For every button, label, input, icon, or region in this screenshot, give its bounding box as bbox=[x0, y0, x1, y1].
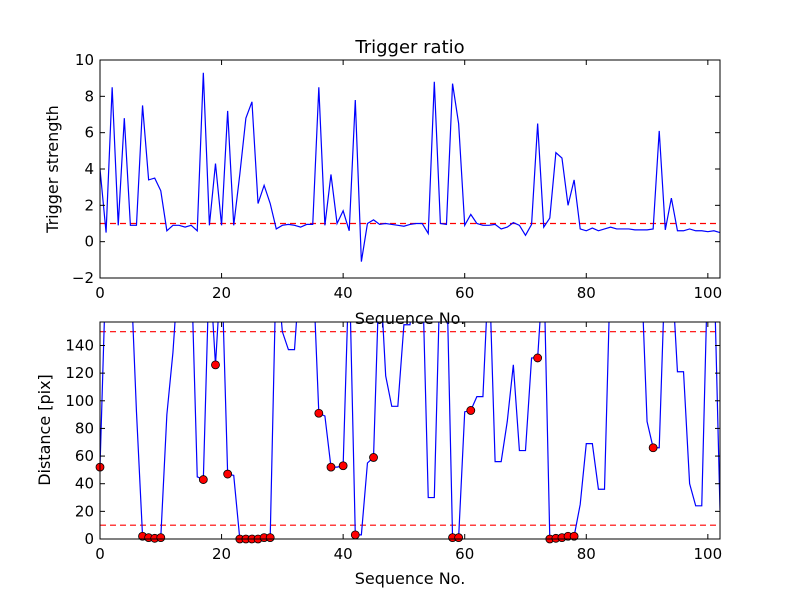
x-tick-label: 80 bbox=[577, 284, 596, 302]
marker-point bbox=[569, 531, 579, 541]
marker-point bbox=[265, 533, 275, 543]
x-tick-label: 40 bbox=[334, 545, 353, 563]
x-tick-label: 40 bbox=[334, 284, 353, 302]
y-tick-label: 0 bbox=[84, 530, 94, 548]
x-tick-label: 100 bbox=[694, 545, 723, 563]
y-tick-label: 100 bbox=[65, 392, 94, 410]
marker-point bbox=[466, 406, 476, 415]
series-line-bottom bbox=[100, 322, 720, 539]
chart-title: Trigger ratio bbox=[354, 37, 464, 58]
marker-point bbox=[533, 353, 543, 363]
x-tick-label: 60 bbox=[455, 284, 474, 302]
y-tick-label: 20 bbox=[75, 502, 94, 520]
y-tick-label: 2 bbox=[84, 196, 94, 214]
y-tick-label: 80 bbox=[75, 419, 94, 437]
y-tick-label: 140 bbox=[65, 336, 94, 354]
marker-point bbox=[326, 462, 336, 472]
marker-point bbox=[338, 461, 348, 471]
marker-point bbox=[648, 443, 658, 453]
x-tick-label: 0 bbox=[95, 545, 105, 563]
x-tick-label: 80 bbox=[577, 545, 596, 563]
y-tick-label: 10 bbox=[75, 51, 94, 69]
distance-chart: 0 20 40 60 80 100 0 20 40 60 80 100 120 140 Sequence … bbox=[35, 321, 723, 588]
marker-point bbox=[223, 469, 233, 479]
x-tick-label: 0 bbox=[95, 284, 105, 302]
y-axis-label-bottom: Distance [pix] bbox=[35, 374, 54, 486]
marker-point bbox=[454, 533, 464, 543]
marker-point bbox=[314, 408, 324, 418]
y-tick-label: 0 bbox=[84, 233, 94, 251]
y-tick-label: 40 bbox=[75, 475, 94, 493]
y-tick-label: 120 bbox=[65, 364, 94, 382]
x-tick-label: 20 bbox=[212, 545, 231, 563]
marker-point bbox=[211, 360, 220, 370]
marker-point bbox=[350, 530, 360, 540]
x-axis-label-bottom: Sequence No. bbox=[355, 569, 466, 588]
marker-point bbox=[156, 533, 166, 543]
plot-frame-bottom bbox=[99, 321, 721, 540]
y-tick-label: −2 bbox=[72, 269, 94, 287]
series-line-top bbox=[100, 72, 720, 262]
y-axis-label-top: Trigger strength bbox=[43, 105, 62, 234]
marker-point bbox=[369, 453, 378, 462]
x-tick-label: 100 bbox=[694, 284, 723, 302]
y-tick-label: 8 bbox=[84, 87, 94, 105]
x-tick-label: 20 bbox=[212, 284, 231, 302]
x-tick-label: 60 bbox=[455, 545, 474, 563]
y-tick-label: 60 bbox=[75, 447, 94, 465]
y-tick-label: 6 bbox=[84, 124, 94, 142]
marker-point bbox=[198, 475, 208, 484]
plot-frame-top bbox=[99, 59, 721, 279]
y-tick-label: 4 bbox=[84, 160, 94, 178]
